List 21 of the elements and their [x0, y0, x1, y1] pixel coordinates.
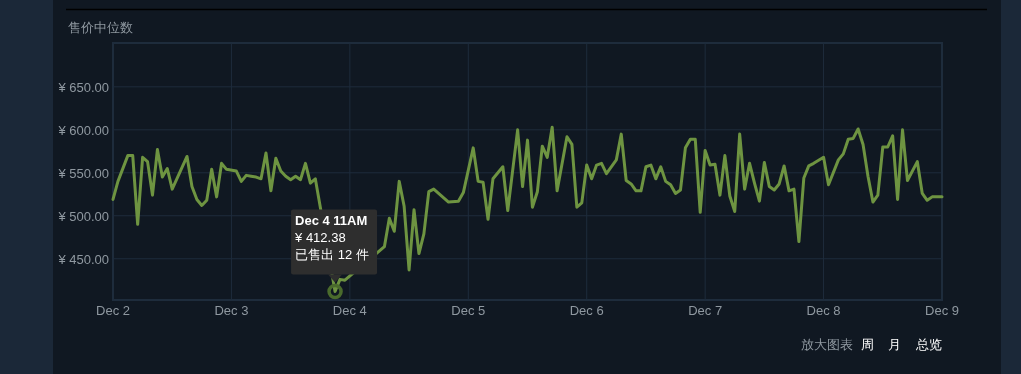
y-tick-label: ¥ 450.00 [57, 251, 109, 267]
text: 月 [888, 337, 901, 352]
x-tick-label: Dec 5 [451, 303, 486, 318]
annotation: ¥ 412.38 [294, 230, 346, 246]
chart-title: 售价中位数 [68, 20, 133, 35]
x-tick-label: Dec 8 [806, 303, 841, 318]
x-tick-label: Dec 2 [96, 303, 130, 318]
y-tick-label: ¥ 500.00 [57, 208, 109, 224]
x-tick-label: Dec 6 [569, 303, 604, 318]
y-tick-label: ¥ 550.00 [57, 165, 109, 181]
x-tick-label: Dec 4 [332, 303, 367, 318]
x-tick-label: Dec 7 [688, 303, 723, 318]
annotation: 已售出 12 件 [295, 247, 369, 263]
annotation: Dec 4 11AM [295, 213, 368, 229]
y-tick-label: ¥ 600.00 [57, 122, 109, 138]
text: 放大图表 [801, 337, 853, 352]
x-tick-label: Dec 3 [214, 303, 249, 318]
text: 周 [861, 337, 874, 352]
y-tick-label: ¥ 650.00 [57, 79, 109, 95]
text: 总览 [915, 337, 942, 352]
x-tick-label: Dec 9 [925, 303, 959, 318]
